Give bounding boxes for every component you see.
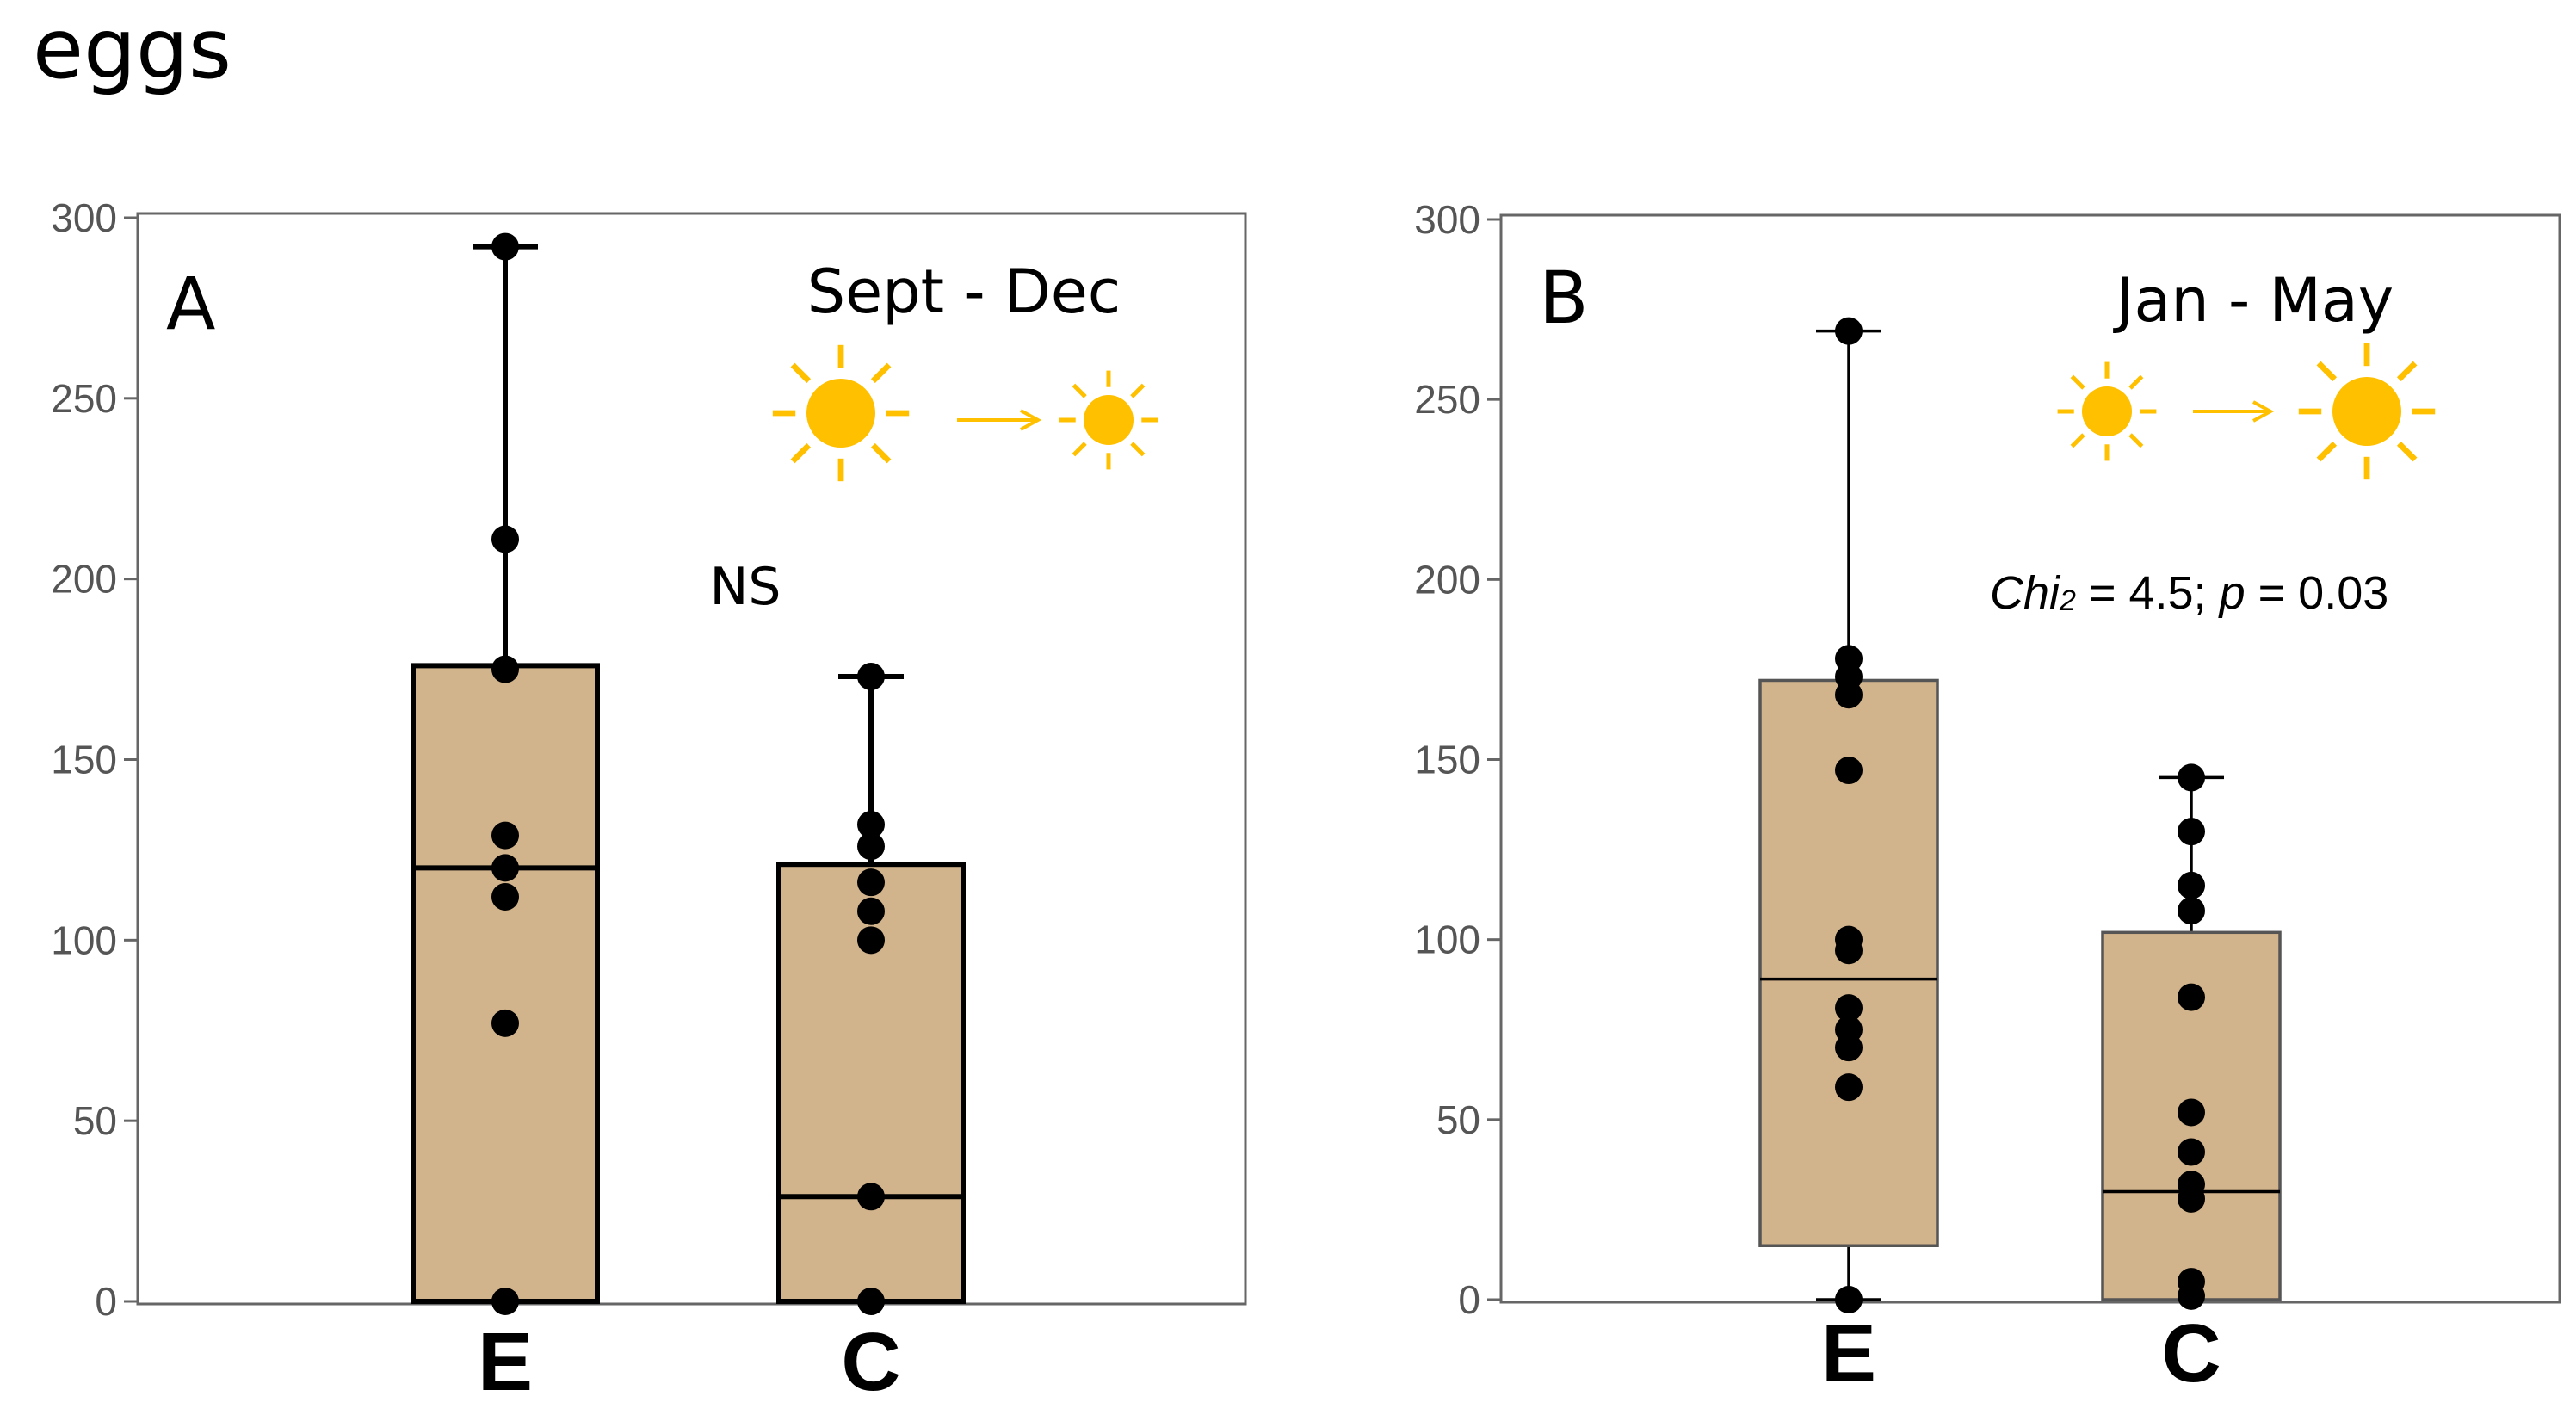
sun-ray — [2070, 374, 2085, 390]
sun-ray — [870, 442, 892, 464]
sun-disc — [806, 379, 875, 448]
sun-ray — [2316, 441, 2338, 462]
data-point — [491, 854, 519, 882]
y-tick-label: 50 — [1436, 1097, 1480, 1142]
sun-ray — [2316, 361, 2338, 382]
data-point — [491, 882, 519, 911]
data-point — [2178, 763, 2205, 792]
sun-icon-small — [2057, 361, 2157, 461]
data-point — [1835, 1034, 1863, 1062]
sun-icon-small — [1059, 370, 1158, 470]
y-tick-label: 0 — [95, 1279, 117, 1324]
y-axis: 0 50 100 150 200 250 300 — [51, 195, 138, 1324]
sun-icon-large — [772, 344, 910, 482]
sun-ray — [1072, 442, 1087, 457]
arrow-right-icon — [957, 409, 1042, 431]
sun-ray — [2396, 441, 2418, 462]
data-point — [491, 821, 519, 850]
box-e — [1758, 317, 1939, 1313]
sun-ray — [2070, 433, 2085, 448]
sun-disc — [1084, 395, 1134, 445]
category-label: E — [478, 1316, 533, 1408]
category-label: C — [841, 1316, 900, 1408]
data-point — [857, 811, 885, 839]
data-point — [1835, 317, 1863, 345]
period-label: Jan - May — [2113, 265, 2394, 336]
y-tick-label: 150 — [51, 738, 117, 782]
data-point — [1835, 936, 1863, 965]
period-label: Sept - Dec — [807, 256, 1121, 327]
plot-frame — [136, 212, 1247, 1306]
sun-disc — [2082, 386, 2132, 436]
sun-ray — [870, 362, 892, 384]
sun-ray — [790, 442, 812, 464]
data-point — [2178, 983, 2205, 1011]
data-point — [1835, 1073, 1863, 1102]
data-point — [491, 1288, 519, 1315]
data-point — [491, 655, 519, 683]
data-point — [491, 232, 519, 261]
data-point — [2178, 1184, 2205, 1213]
sun-icon-large — [2298, 343, 2436, 480]
sun-ray — [2128, 433, 2144, 448]
data-point — [1835, 757, 1863, 785]
y-tick-label: 200 — [51, 557, 117, 602]
data-point — [857, 1288, 885, 1315]
data-point — [857, 1183, 885, 1211]
data-point — [2178, 871, 2205, 899]
box-c — [2101, 763, 2282, 1310]
box-c — [776, 662, 966, 1315]
sun-ray — [2396, 361, 2418, 382]
data-point — [857, 662, 885, 690]
y-tick-label: 200 — [1414, 557, 1480, 602]
data-point — [2178, 818, 2205, 846]
y-tick-label: 100 — [51, 917, 117, 962]
y-tick-label: 250 — [1414, 377, 1480, 422]
y-tick-label: 50 — [73, 1098, 117, 1143]
panel-label: A — [166, 262, 215, 346]
significance-label: NS — [710, 557, 781, 617]
y-tick-label: 250 — [51, 376, 117, 421]
figure-title: eggs — [33, 1, 232, 97]
data-point — [2178, 1098, 2205, 1127]
sun-ray — [1130, 383, 1146, 398]
y-tick-label: 150 — [1414, 738, 1480, 782]
data-point — [2178, 1138, 2205, 1166]
data-point — [491, 525, 519, 553]
sun-ray — [1130, 442, 1146, 457]
category-label: E — [1821, 1307, 1876, 1399]
data-point — [2178, 1282, 2205, 1310]
y-axis: 0 50 100 150 200 250 300 — [1414, 197, 1501, 1322]
sun-disc — [2332, 377, 2401, 446]
arrow-right-icon — [2193, 400, 2275, 423]
statistic-label: Chi2 = 4.5; p = 0.03 — [1990, 567, 2388, 619]
data-point — [2178, 897, 2205, 925]
data-point — [857, 897, 885, 925]
y-tick-label: 0 — [1458, 1277, 1480, 1322]
data-point — [857, 832, 885, 861]
data-point — [857, 868, 885, 897]
data-point — [1835, 994, 1863, 1023]
data-point — [857, 926, 885, 955]
box — [411, 663, 600, 1304]
data-point — [491, 1009, 519, 1037]
category-label: C — [2161, 1307, 2221, 1399]
box-e — [411, 232, 600, 1315]
y-tick-label: 100 — [1414, 917, 1480, 962]
y-tick-label: 300 — [51, 195, 117, 240]
data-point — [1835, 681, 1863, 709]
data-point — [1835, 1286, 1863, 1313]
sun-ray — [1072, 383, 1087, 398]
sun-ray — [790, 362, 812, 384]
sun-ray — [2128, 374, 2144, 390]
panel-label: B — [1539, 256, 1589, 340]
y-tick-label: 300 — [1414, 197, 1480, 242]
